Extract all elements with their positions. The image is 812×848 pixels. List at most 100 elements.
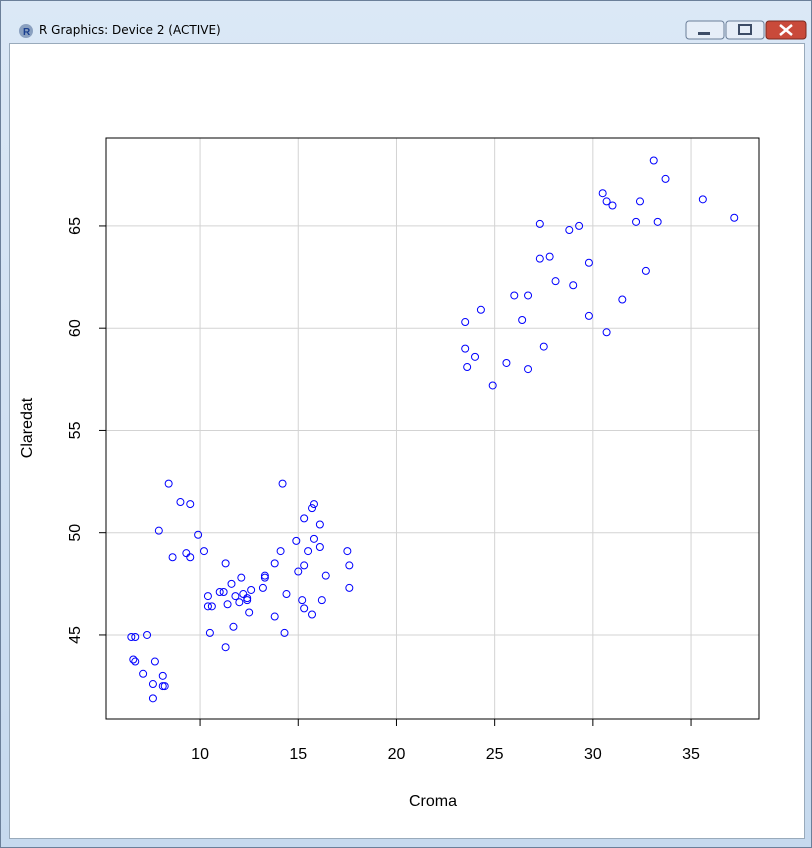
point [148,680,157,689]
point [258,583,267,592]
point [641,266,650,275]
point [471,352,480,361]
point [315,520,324,529]
y-tick-label: 55 [67,421,84,439]
x-tick-label: 35 [682,746,700,763]
point [618,295,627,304]
point [207,602,216,611]
point [565,226,574,235]
point [243,596,252,605]
point [524,291,533,300]
y-tick-label: 60 [67,319,84,337]
point [510,291,519,300]
title-bar-decor: R [19,20,807,40]
point [649,156,658,165]
x-tick-label: 25 [486,746,504,763]
point [584,311,593,320]
point [518,316,527,325]
point [308,610,317,619]
point [278,479,287,488]
point [294,567,303,576]
point [270,612,279,621]
point [345,561,354,570]
point [131,657,140,666]
point [237,573,246,582]
point [545,252,554,261]
point [199,547,208,556]
point [235,598,244,607]
point [476,305,485,314]
point [575,221,584,230]
point [205,628,214,637]
point [227,579,236,588]
point [488,381,497,390]
x-tick-label: 10 [191,746,209,763]
point [164,479,173,488]
point [539,342,548,351]
point [317,596,326,605]
point [148,694,157,703]
point [661,174,670,183]
y-tick-label: 65 [67,217,84,235]
point [598,189,607,198]
point [343,547,352,556]
close-glyph [779,24,793,36]
maximize-button[interactable] [725,20,765,40]
point [309,500,318,509]
point [223,600,232,609]
point [698,195,707,204]
y-tick-label: 45 [67,626,84,644]
point [229,622,238,631]
point [315,543,324,552]
point [602,328,611,337]
point [160,682,169,691]
point [221,643,230,652]
point [276,547,285,556]
point [182,549,191,558]
point [635,197,644,206]
point [143,630,152,639]
x-tick-label: 20 [388,746,406,763]
point [524,365,533,374]
point [300,604,309,613]
plot-frame [105,137,760,720]
point [243,594,252,603]
point [282,590,291,599]
point [461,318,470,327]
title-bar: R R Graphics: Device 2 (ACTIVE) [1,1,811,43]
point [300,514,309,523]
app-icon-letter: R [23,27,31,38]
point [260,573,269,582]
point [298,596,307,605]
point [150,657,159,666]
point [584,258,593,267]
point [127,632,136,641]
point [321,571,330,580]
maximize-glyph [738,24,752,35]
point [535,254,544,263]
point [308,504,317,513]
x-tick-label: 15 [289,746,307,763]
point [304,547,313,556]
point [231,592,240,601]
point [139,669,148,678]
point [221,559,230,568]
point [461,344,470,353]
point [186,553,195,562]
minimize-glyph [698,32,710,35]
graphics-area [9,43,805,839]
point [131,632,140,641]
point [203,602,212,611]
point [653,217,662,226]
point [345,583,354,592]
point [300,561,309,570]
minimize-button[interactable] [685,20,725,40]
point [219,588,228,597]
point [186,500,195,509]
point [535,219,544,228]
y-axis-label: Claredat [19,397,36,458]
point [158,682,167,691]
point [569,281,578,290]
